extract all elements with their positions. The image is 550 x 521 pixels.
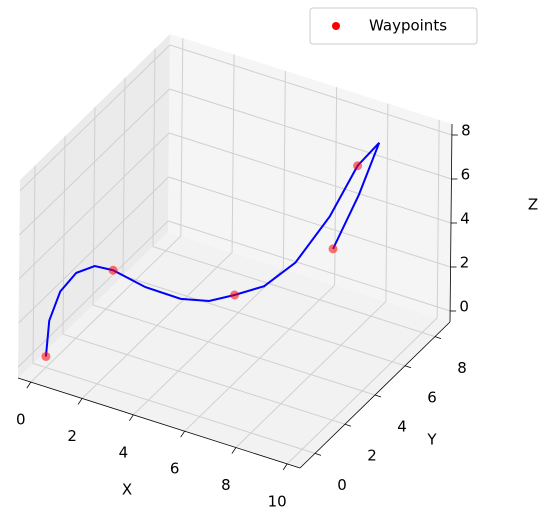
y-tick-label: 0 [337, 476, 347, 494]
grid-line [19, 44, 171, 192]
x-axis-line [17, 377, 301, 469]
x-tick [26, 381, 32, 389]
y-tick [314, 453, 322, 456]
legend-label: Waypoints [369, 17, 447, 35]
grid-line [152, 246, 436, 338]
y-tick-label: 6 [427, 388, 437, 406]
waypoint [108, 265, 118, 275]
y-tick [434, 336, 442, 339]
x-tick-label: 0 [16, 411, 26, 429]
x-tick [282, 463, 288, 471]
y-tick-label: 4 [397, 418, 407, 436]
y-tick-label: 2 [367, 447, 377, 465]
waypoint [230, 290, 240, 300]
grid-line [18, 176, 169, 324]
z-tick-label: 0 [459, 298, 469, 316]
x-tick-label: 8 [221, 476, 231, 494]
y-axis-label: Y [426, 431, 437, 449]
x-tick [180, 430, 185, 438]
waypoint [41, 351, 51, 361]
y-tick [404, 365, 412, 369]
y-tick [374, 394, 382, 398]
x-tick [231, 447, 237, 454]
legend-marker [332, 22, 340, 30]
x-tick-label: 4 [119, 443, 129, 461]
grid-line [169, 44, 453, 136]
grid-line [167, 220, 451, 312]
z-tick-label: 4 [460, 210, 470, 228]
x-tick [129, 414, 134, 422]
x-axis-label: X [122, 481, 132, 499]
grid-line [19, 88, 170, 236]
grid-line [168, 132, 452, 224]
x-tick-label: 2 [67, 427, 77, 445]
trajectory-line [44, 142, 381, 357]
x-tick-label: 6 [170, 460, 180, 478]
z-tick-label: 2 [460, 254, 470, 272]
grid-line [62, 333, 346, 425]
y-tick-label: 8 [457, 359, 467, 377]
waypoint [328, 244, 338, 254]
grid-line [32, 362, 316, 454]
z-tick-label: 8 [461, 122, 471, 140]
grid-line [18, 132, 170, 280]
grid-line [168, 176, 451, 268]
grid-line [92, 304, 376, 396]
y-tick [344, 423, 352, 427]
legend-box [309, 7, 478, 45]
grid-line [169, 88, 452, 180]
z-tick-label: 6 [461, 166, 471, 184]
x-tick [77, 398, 83, 405]
z-axis-label: Z [528, 196, 538, 214]
x-tick-label: 10 [268, 492, 287, 510]
grid-line [17, 220, 169, 368]
waypoint [353, 161, 363, 171]
grid-line [122, 275, 406, 367]
